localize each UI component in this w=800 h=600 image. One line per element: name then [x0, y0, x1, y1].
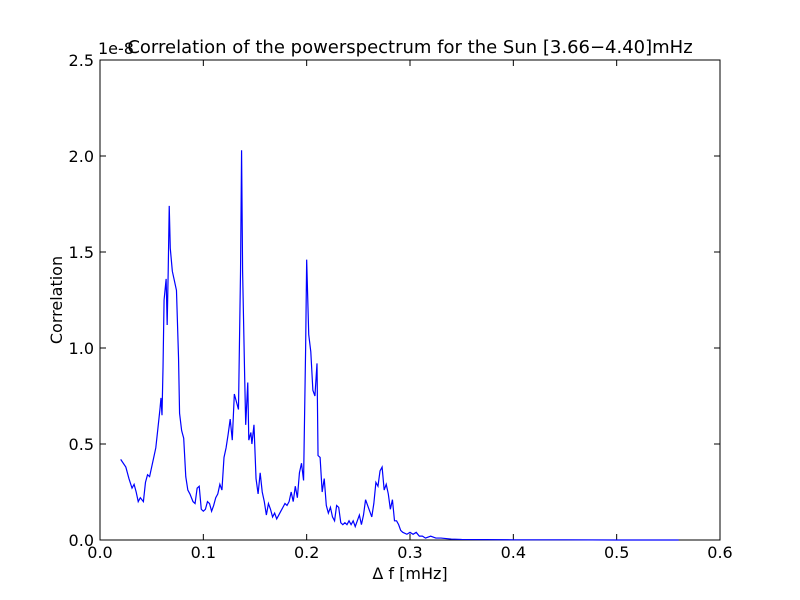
y-tick-label: 1.5: [69, 243, 94, 262]
y-tick-label: 0.5: [69, 435, 94, 454]
x-tick-label: 0.4: [501, 543, 526, 562]
x-axis-label: Δ f [mHz]: [372, 564, 447, 583]
y-offset-label: 1e-8: [98, 39, 134, 58]
chart-title: Correlation of the powerspectrum for the…: [127, 37, 692, 58]
x-tick-label: 0.1: [191, 543, 216, 562]
x-tick-label: 0.2: [294, 543, 319, 562]
x-tick-label: 0.3: [397, 543, 422, 562]
x-tick-label: 0.5: [604, 543, 629, 562]
y-axis-label: Correlation: [47, 256, 66, 344]
y-tick-label: 2.0: [69, 147, 94, 166]
y-tick-label: 2.5: [69, 51, 94, 70]
line-series: [120, 150, 679, 541]
y-tick-label: 0.0: [69, 531, 94, 550]
y-tick-label: 1.0: [69, 339, 94, 358]
x-tick-label: 0.6: [707, 543, 732, 562]
x-tick-label: 0.0: [87, 543, 112, 562]
